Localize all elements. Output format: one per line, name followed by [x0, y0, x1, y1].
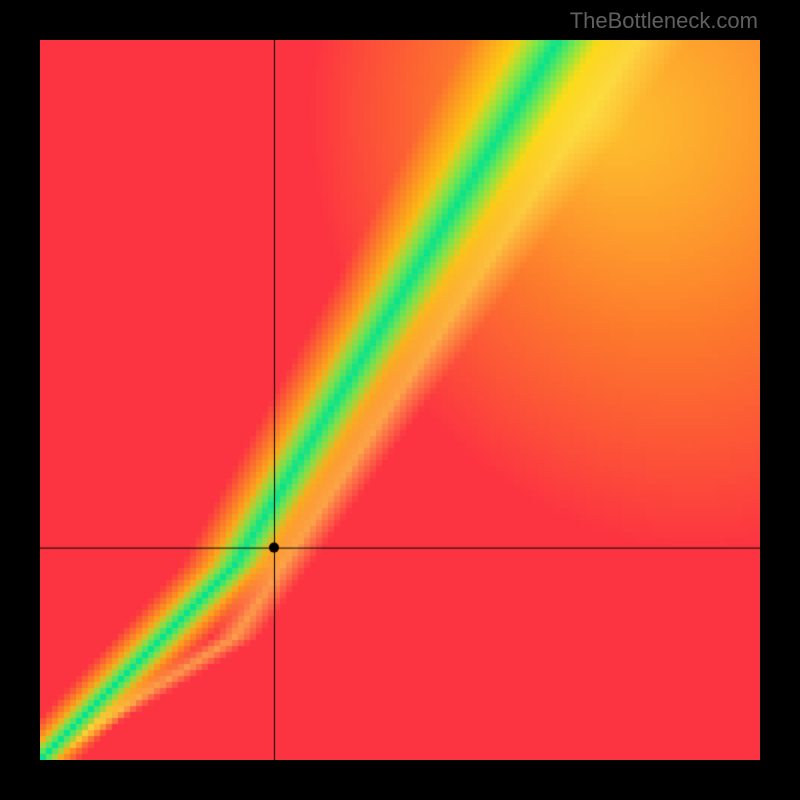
watermark-text: TheBottleneck.com — [570, 8, 758, 34]
chart-frame: TheBottleneck.com — [0, 0, 800, 800]
heatmap-canvas — [40, 40, 760, 760]
plot-area — [40, 40, 760, 760]
